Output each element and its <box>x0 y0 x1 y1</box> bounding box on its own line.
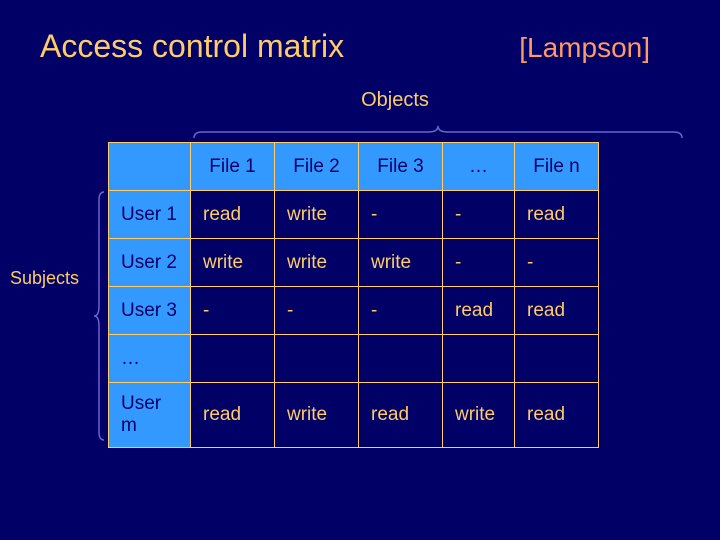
col-header: File 2 <box>275 143 359 191</box>
cell: write <box>275 383 359 448</box>
cell <box>275 335 359 383</box>
access-control-matrix: File 1 File 2 File 3 … File n User 1 rea… <box>108 142 599 448</box>
row-header: User 2 <box>109 239 191 287</box>
cell <box>191 335 275 383</box>
row-header: User m <box>109 383 191 448</box>
cell <box>515 335 599 383</box>
cell: read <box>191 383 275 448</box>
matrix-table-wrap: File 1 File 2 File 3 … File n User 1 rea… <box>108 142 599 448</box>
header-row: File 1 File 2 File 3 … File n <box>109 143 599 191</box>
table-row: User 2 write write write - - <box>109 239 599 287</box>
table-row: … <box>109 335 599 383</box>
cell <box>443 335 515 383</box>
cell: write <box>275 239 359 287</box>
title-row: Access control matrix [Lampson] <box>0 0 720 65</box>
cell: write <box>275 191 359 239</box>
cell: read <box>443 287 515 335</box>
cell: write <box>443 383 515 448</box>
row-header: User 1 <box>109 191 191 239</box>
cell: - <box>443 239 515 287</box>
cell: - <box>443 191 515 239</box>
cell: - <box>359 191 443 239</box>
slide-title: Access control matrix <box>40 28 344 65</box>
cell: - <box>359 287 443 335</box>
cell: write <box>359 239 443 287</box>
col-header: … <box>443 143 515 191</box>
col-header: File 1 <box>191 143 275 191</box>
cell: write <box>191 239 275 287</box>
cell: - <box>515 239 599 287</box>
table-row: User 1 read write - - read <box>109 191 599 239</box>
row-header: … <box>109 335 191 383</box>
col-header: File n <box>515 143 599 191</box>
col-header: File 3 <box>359 143 443 191</box>
cell: - <box>275 287 359 335</box>
row-header: User 3 <box>109 287 191 335</box>
cell: read <box>515 191 599 239</box>
subjects-label: Subjects <box>10 268 79 289</box>
objects-label: Objects <box>70 89 720 112</box>
subjects-brace <box>92 190 106 442</box>
objects-brace <box>192 124 684 140</box>
cell: read <box>515 383 599 448</box>
cell <box>359 335 443 383</box>
corner-cell <box>109 143 191 191</box>
table-row: User 3 - - - read read <box>109 287 599 335</box>
cell: read <box>191 191 275 239</box>
cell: - <box>191 287 275 335</box>
table-row: User m read write read write read <box>109 383 599 448</box>
cell: read <box>359 383 443 448</box>
cell: read <box>515 287 599 335</box>
attribution: [Lampson] <box>519 32 650 64</box>
